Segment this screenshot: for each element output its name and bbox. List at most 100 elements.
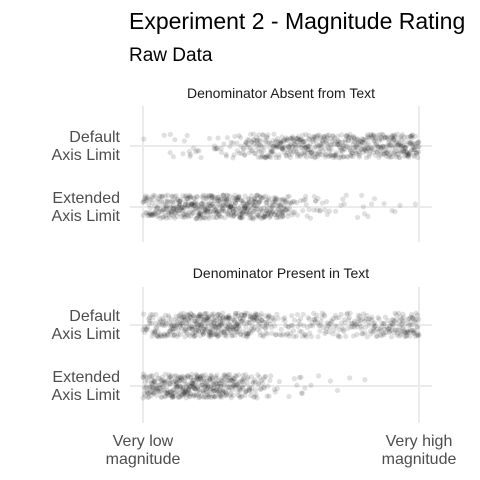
data-point [174,196,180,202]
data-point [302,145,308,151]
data-point [390,132,396,138]
data-point [233,310,239,316]
data-point [205,213,211,220]
data-point [396,141,402,147]
data-point [225,385,231,391]
data-point [216,324,222,331]
data-point [244,380,250,386]
data-point [218,322,225,329]
data-point [386,152,392,158]
data-point [199,321,205,327]
data-point [145,324,151,330]
data-point [221,381,227,387]
data-point [253,143,259,149]
data-point [179,213,185,219]
data-point [344,133,350,139]
data-point [258,378,264,384]
data-point [206,200,212,206]
data-point [334,141,340,148]
data-point [283,332,290,338]
data-point [282,318,288,324]
data-point [164,332,170,339]
data-point [164,387,170,394]
data-point [238,379,244,385]
data-point [146,384,153,391]
data-point [204,201,211,207]
data-point [363,316,369,322]
data-point [240,210,246,216]
data-point [174,385,180,391]
data-point [175,208,181,214]
data-point [240,333,246,339]
data-point [262,214,268,220]
row-label-line: Extended [52,190,120,207]
data-point [349,138,355,144]
data-point [218,392,224,399]
data-point [338,202,344,208]
data-point [220,389,226,395]
data-point [191,195,197,201]
data-point [182,194,189,200]
data-point [316,132,322,138]
data-point [213,195,219,201]
data-point [200,319,206,325]
data-point [221,199,228,205]
data-point [338,152,344,158]
data-point [316,373,322,379]
data-point [339,147,345,153]
data-point [244,201,250,207]
data-point [329,138,335,144]
data-point [248,374,255,380]
data-point [230,325,236,331]
data-point [366,135,372,141]
data-point [323,151,329,158]
data-point [345,137,351,143]
data-point [275,143,281,149]
data-point [224,192,230,198]
data-point [321,133,327,140]
data-point [142,373,149,379]
data-point [144,327,150,333]
data-point [181,212,188,218]
data-point [372,137,378,143]
data-point [413,150,420,156]
data-point [162,389,168,395]
data-point [182,326,188,332]
data-point [203,195,209,201]
data-point [312,155,318,161]
data-point [220,192,227,198]
data-point [245,144,251,150]
data-point [156,334,162,340]
data-point [208,373,214,379]
data-point [254,326,260,333]
data-point [195,207,201,213]
data-point [247,387,253,393]
data-point [344,311,350,317]
data-point [146,210,153,216]
data-point [415,331,421,337]
row-label-line: Axis Limit [52,387,121,404]
data-point [233,322,239,329]
data-point [392,132,398,138]
data-point [220,328,226,334]
data-point [152,329,158,335]
data-point [143,326,149,333]
data-point [206,313,212,319]
data-point [204,379,210,385]
data-point [360,316,366,322]
data-point [178,376,184,382]
data-point [345,317,352,323]
data-point [204,317,210,323]
data-point [260,333,267,340]
data-point [248,392,254,399]
data-point [165,392,171,398]
data-point [251,377,258,383]
data-point [189,380,195,386]
data-point [197,210,203,216]
data-point [203,205,210,211]
data-point [153,386,159,392]
data-point [382,135,388,141]
data-point [285,206,291,212]
data-point [351,320,357,326]
data-point [313,151,320,157]
